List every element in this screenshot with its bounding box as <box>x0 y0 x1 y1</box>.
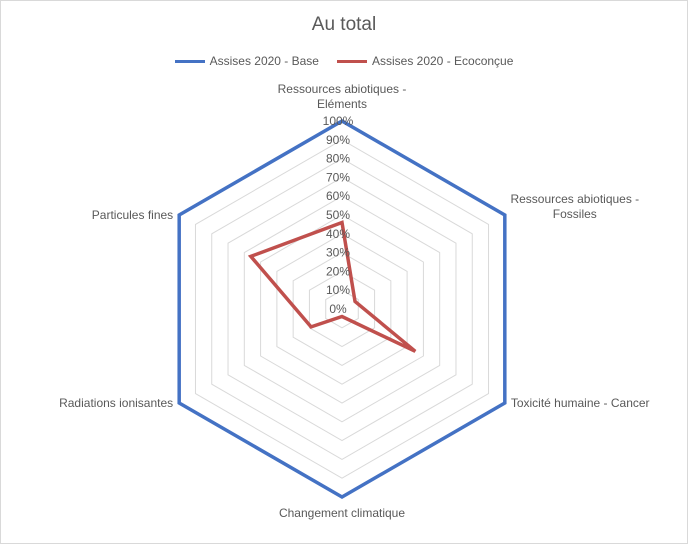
legend-item-ecoconcue: Assises 2020 - Ecoconçue <box>336 54 514 68</box>
tick-label: 0% <box>329 302 347 316</box>
axis-label: Particules fines <box>92 208 173 222</box>
tick-label: 80% <box>326 152 350 166</box>
axis-label: Toxicité humaine - Cancer <box>511 396 650 410</box>
grid-ring <box>243 195 441 423</box>
grid-ring <box>194 139 490 479</box>
axis-label: Ressources abiotiques -Fossiles <box>510 192 639 221</box>
axis-label: Ressources abiotiques -Eléments <box>278 82 407 111</box>
tick-label: 10% <box>326 283 350 297</box>
axis-label: Changement climatique <box>279 506 405 520</box>
tick-label: 70% <box>326 170 350 184</box>
legend-swatch-ecoconcue <box>336 59 367 63</box>
chart-title: Au total <box>311 14 377 35</box>
tick-label: 60% <box>326 189 350 203</box>
grid-ring <box>325 289 359 329</box>
tick-label: 50% <box>326 208 350 222</box>
legend-swatch-base <box>174 59 205 63</box>
tick-label: 40% <box>326 227 350 241</box>
series-1-line <box>247 220 417 353</box>
tick-label: 30% <box>326 246 350 260</box>
legend-item-base: Assises 2020 - Base <box>174 54 319 68</box>
legend-label-base: Assises 2020 - Base <box>209 54 319 68</box>
grid-ring <box>227 176 457 442</box>
tick-label: 20% <box>326 264 350 278</box>
tick-label: 100% <box>323 114 354 128</box>
legend: Assises 2020 - Base Assises 2020 - Ecoco… <box>0 54 688 68</box>
grid-ring <box>308 270 376 348</box>
grid-ring <box>211 158 473 460</box>
grid-ring <box>292 252 392 366</box>
series-0-line <box>177 118 507 500</box>
grid-ring <box>276 233 408 385</box>
tick-label: 90% <box>326 133 350 147</box>
grid-ring <box>260 214 424 404</box>
axis-label: Radiations ionisantes <box>59 396 173 410</box>
legend-label-ecoconcue: Assises 2020 - Ecoconçue <box>371 54 514 68</box>
